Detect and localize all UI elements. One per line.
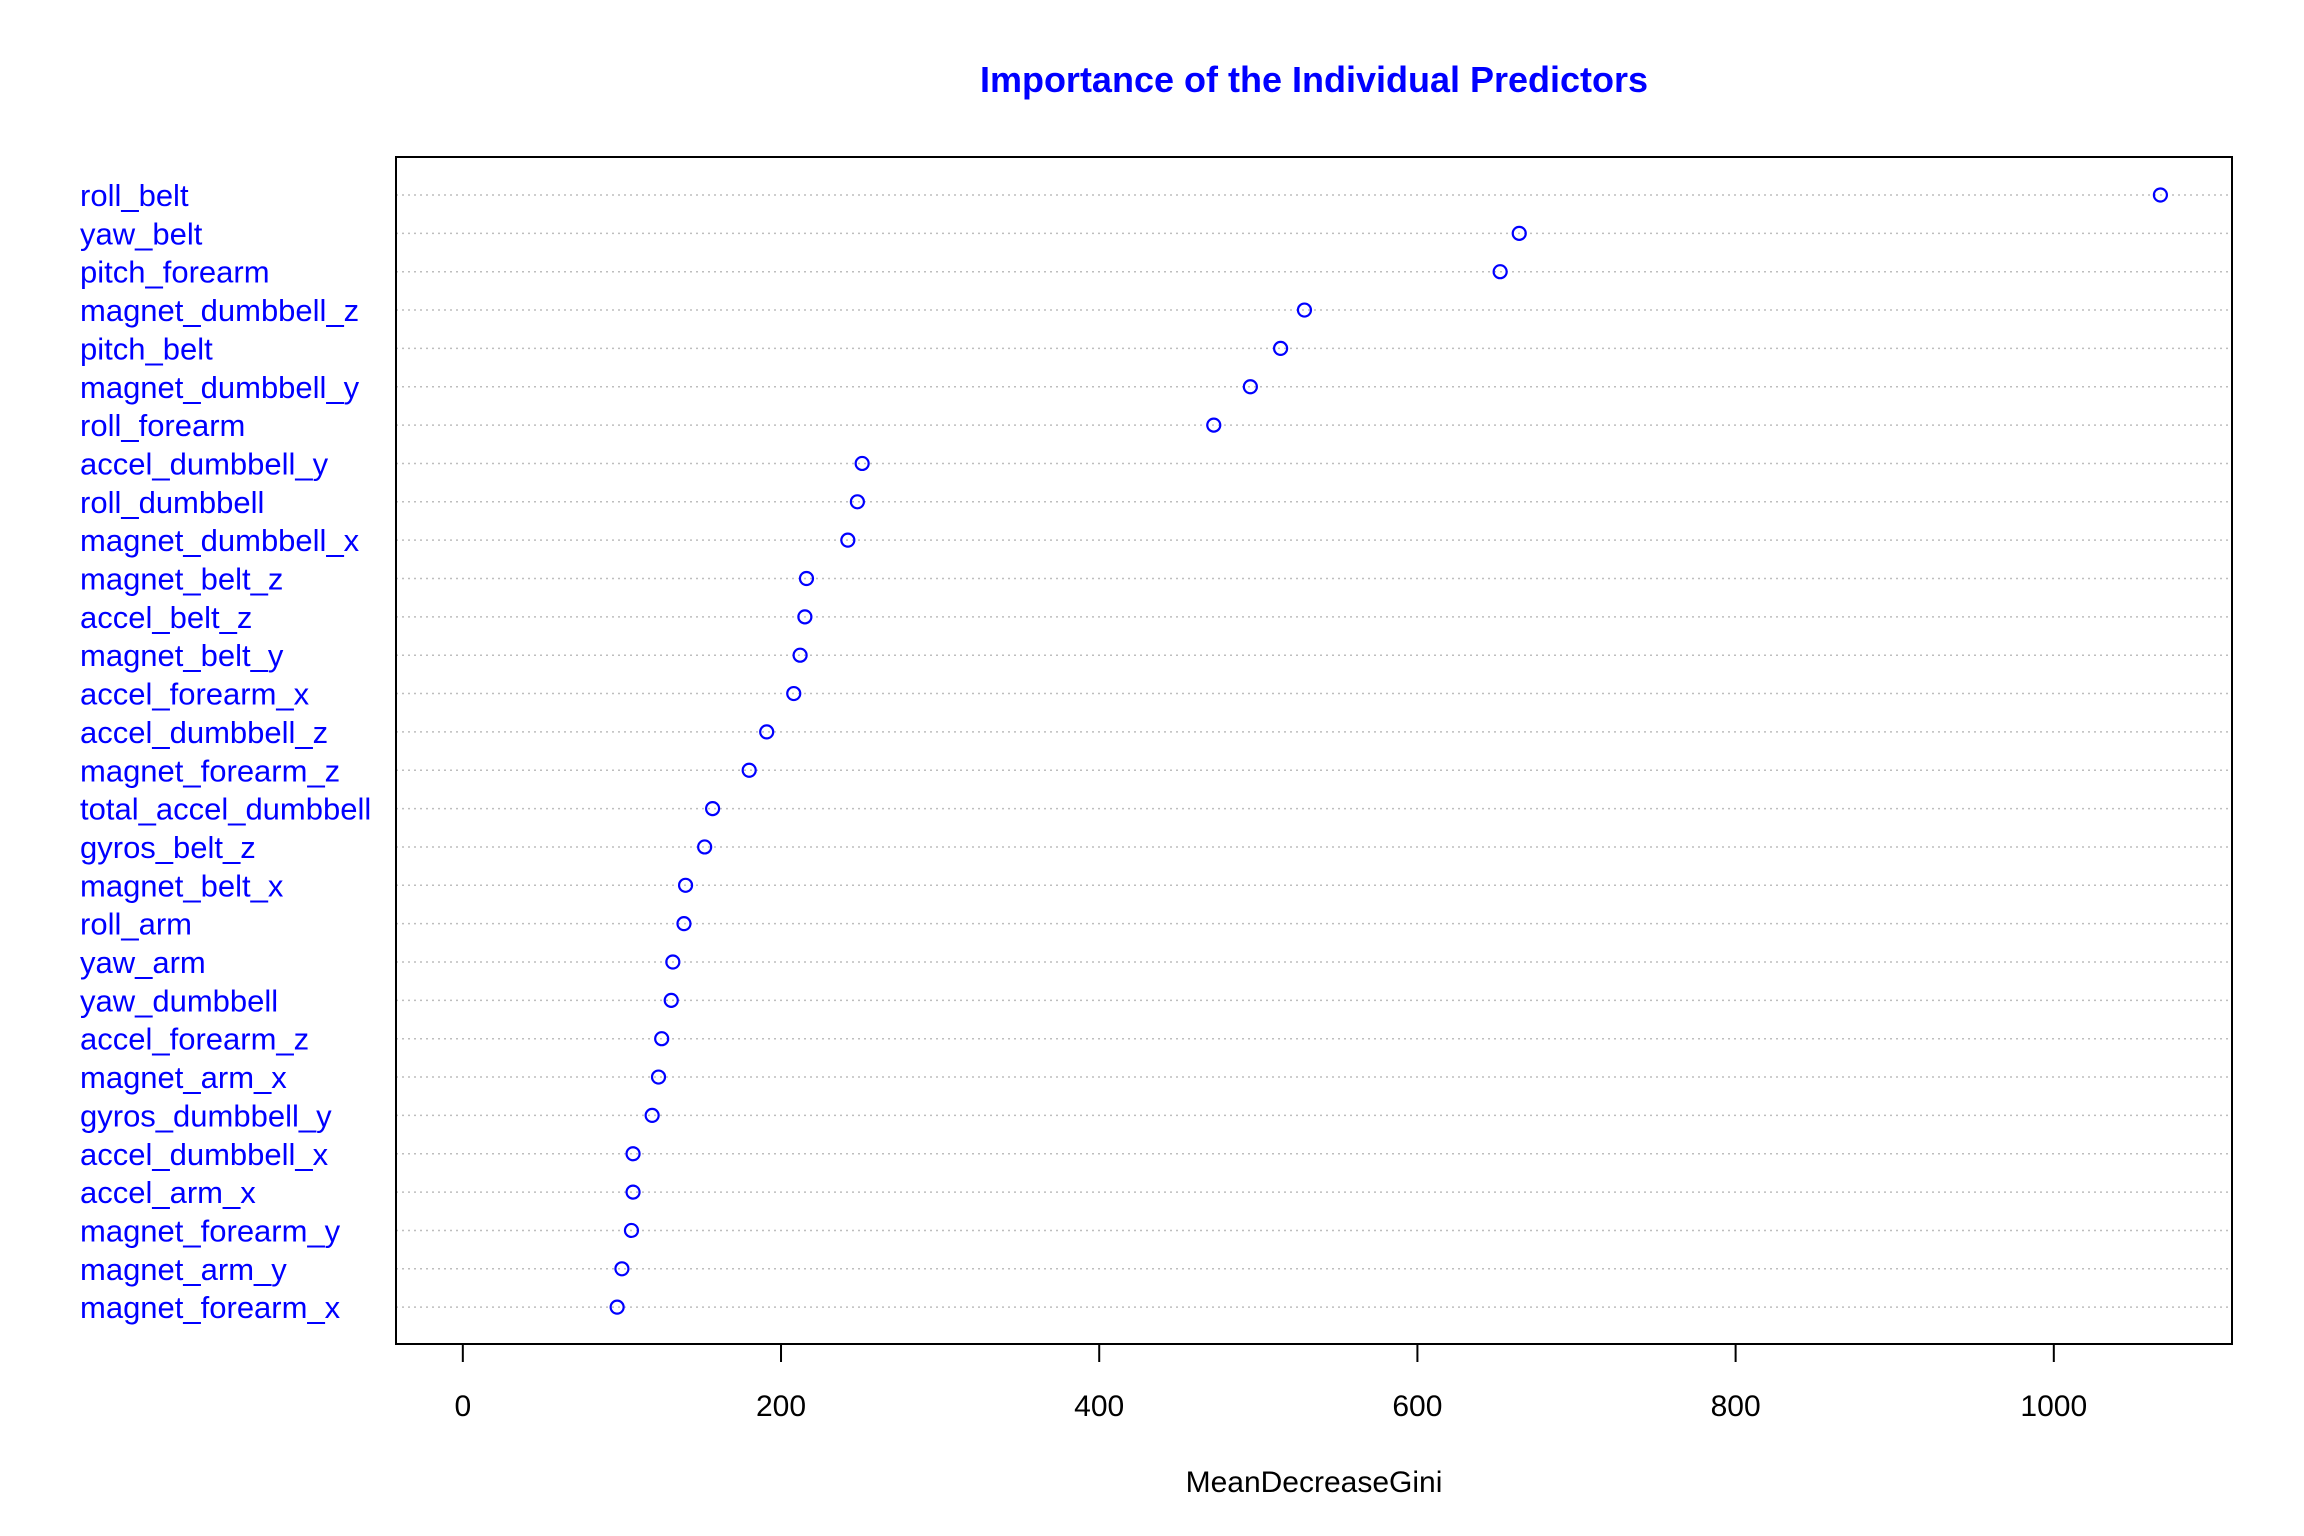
x-tick-label: 400 bbox=[1074, 1390, 1124, 1423]
category-label: roll_belt bbox=[80, 178, 189, 213]
category-label: accel_arm_x bbox=[80, 1175, 256, 1210]
data-point bbox=[625, 1146, 641, 1162]
category-label: gyros_belt_z bbox=[80, 830, 256, 865]
plot-frame bbox=[395, 156, 2233, 1345]
data-point bbox=[840, 532, 856, 548]
category-labels: roll_beltyaw_beltpitch_forearmmagnet_dum… bbox=[80, 178, 371, 1325]
category-label: roll_arm bbox=[80, 907, 192, 942]
category-label: total_accel_dumbbell bbox=[80, 792, 371, 827]
data-point bbox=[625, 1184, 641, 1200]
x-tick-label: 800 bbox=[1711, 1390, 1761, 1423]
data-point bbox=[609, 1299, 625, 1315]
category-label: magnet_dumbbell_x bbox=[80, 523, 360, 558]
category-label: roll_dumbbell bbox=[80, 485, 264, 520]
category-label: accel_forearm_x bbox=[80, 677, 310, 712]
data-point bbox=[623, 1222, 640, 1239]
category-label: magnet_dumbbell_z bbox=[80, 293, 359, 328]
category-label: yaw_dumbbell bbox=[80, 983, 278, 1018]
category-label: accel_dumbbell_z bbox=[80, 715, 328, 750]
category-label: pitch_forearm bbox=[80, 255, 270, 290]
category-label: accel_belt_z bbox=[80, 600, 252, 635]
category-label: magnet_arm_x bbox=[80, 1060, 287, 1095]
x-axis-label: MeanDecreaseGini bbox=[1186, 1466, 1443, 1499]
category-label: magnet_arm_y bbox=[80, 1252, 287, 1287]
data-point bbox=[654, 1031, 670, 1047]
data-point bbox=[614, 1261, 630, 1277]
x-tick-label: 200 bbox=[756, 1390, 806, 1423]
data-point bbox=[2152, 187, 2169, 203]
category-label: magnet_belt_x bbox=[80, 868, 284, 903]
category-label: yaw_belt bbox=[80, 216, 203, 251]
category-label: magnet_forearm_x bbox=[80, 1290, 341, 1325]
data-point bbox=[849, 494, 865, 510]
x-tick-label: 1000 bbox=[2020, 1390, 2087, 1423]
category-label: gyros_dumbbell_y bbox=[80, 1098, 332, 1133]
data-point bbox=[1492, 264, 1508, 280]
category-label: accel_dumbbell_x bbox=[80, 1137, 329, 1172]
data-point bbox=[1242, 379, 1258, 395]
data-point bbox=[677, 877, 694, 893]
data-point bbox=[798, 570, 815, 587]
category-label: yaw_arm bbox=[80, 945, 206, 980]
data-point bbox=[792, 647, 808, 663]
data-point bbox=[663, 992, 679, 1008]
data-point bbox=[644, 1107, 660, 1124]
data-point bbox=[759, 724, 775, 740]
category-label: magnet_forearm_y bbox=[80, 1213, 341, 1248]
x-tick-label: 600 bbox=[1392, 1390, 1442, 1423]
chart-title: Importance of the Individual Predictors bbox=[980, 59, 1648, 100]
data-point bbox=[1272, 340, 1289, 356]
data-point bbox=[676, 916, 692, 932]
data-point bbox=[854, 455, 870, 472]
data-point bbox=[797, 609, 813, 625]
data-points bbox=[609, 187, 2169, 1315]
category-label: magnet_belt_y bbox=[80, 638, 284, 673]
category-label: roll_forearm bbox=[80, 408, 245, 443]
data-point bbox=[1206, 417, 1222, 433]
category-label: accel_forearm_z bbox=[80, 1022, 309, 1057]
category-label: magnet_forearm_z bbox=[80, 753, 340, 788]
category-label: accel_dumbbell_y bbox=[80, 446, 329, 481]
data-point bbox=[786, 685, 802, 702]
data-point bbox=[697, 839, 713, 855]
data-point bbox=[665, 954, 681, 970]
x-axis: 0 200 400 600 800 1000 bbox=[454, 1343, 2087, 1423]
x-tick-label: 0 bbox=[454, 1390, 471, 1423]
category-label: pitch_belt bbox=[80, 331, 213, 366]
category-label: magnet_belt_z bbox=[80, 562, 283, 597]
data-point bbox=[741, 762, 757, 778]
category-label: magnet_dumbbell_y bbox=[80, 370, 360, 405]
grid-lines bbox=[396, 194, 2232, 1308]
data-point bbox=[650, 1069, 667, 1085]
data-point bbox=[705, 800, 721, 817]
data-point bbox=[1296, 302, 1313, 318]
data-point bbox=[1511, 225, 1527, 241]
